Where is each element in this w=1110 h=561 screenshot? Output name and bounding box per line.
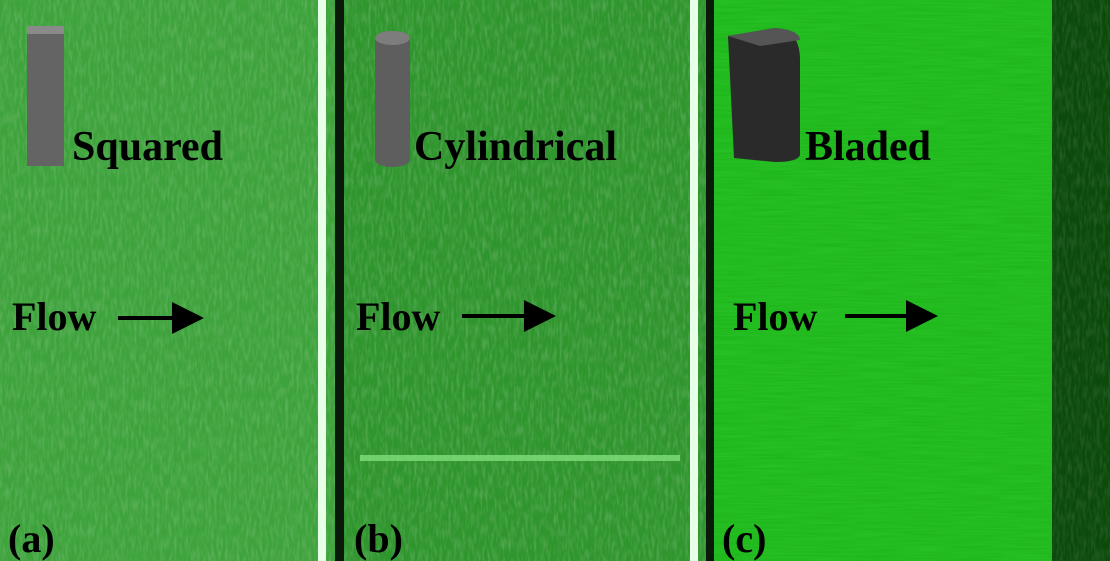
- panel-tag: (a): [8, 516, 55, 561]
- cylinder-pier: [375, 31, 410, 167]
- divider: [706, 0, 714, 561]
- panel-b-streak: [360, 455, 680, 461]
- panel-tag: (b): [354, 516, 403, 561]
- flow-label: Flow: [12, 294, 97, 339]
- panel-c-wall-texture: [1052, 0, 1110, 561]
- squared-pier: [27, 26, 64, 166]
- panel-name: Squared: [72, 124, 223, 170]
- figure: Squared Cylindrical Bladed Flow Flow Flo…: [0, 0, 1110, 561]
- panel-name: Cylindrical: [414, 124, 617, 170]
- divider: [335, 0, 344, 561]
- flow-label: Flow: [733, 294, 818, 339]
- bladed-pier: [728, 28, 800, 162]
- flow-label: Flow: [356, 294, 441, 339]
- panel-a-edge: [318, 0, 326, 561]
- page: {"panels": [ {"label": "(a)", "name": "S…: [0, 0, 1110, 561]
- squared-pier-top: [27, 26, 64, 34]
- panel-tag: (c): [722, 516, 766, 561]
- panel-b-edge: [690, 0, 698, 561]
- cylinder-pier-top: [375, 31, 410, 45]
- panel-name: Bladed: [805, 124, 931, 170]
